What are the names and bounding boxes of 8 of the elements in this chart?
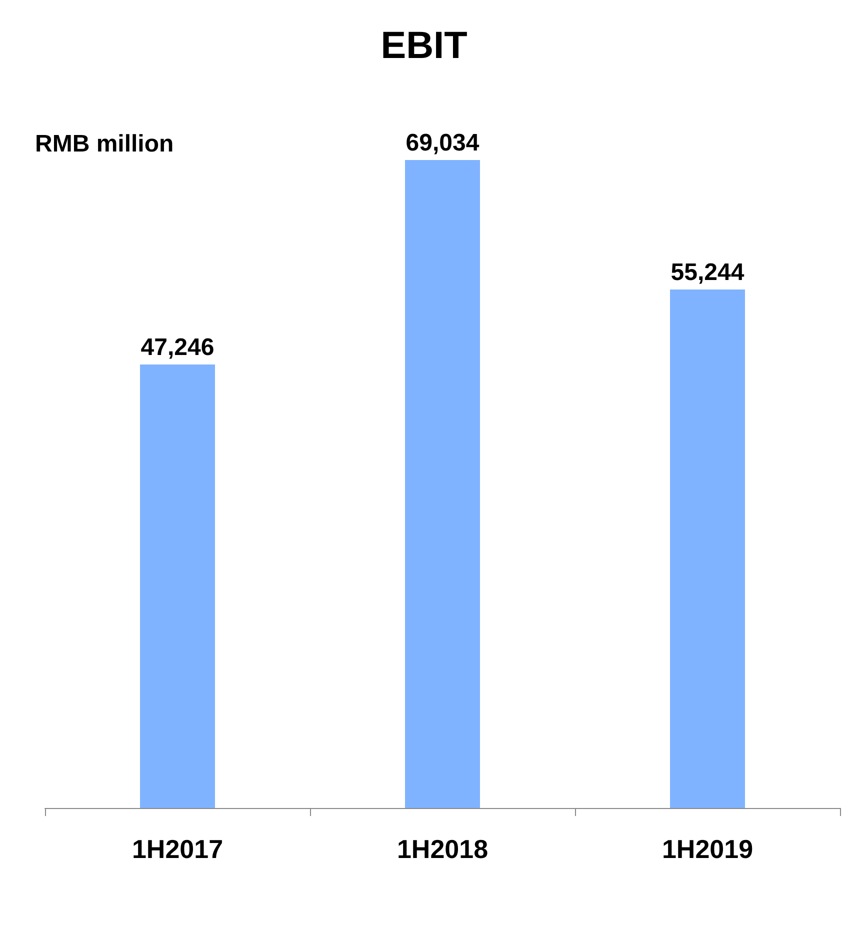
- data-label: 47,246: [140, 334, 214, 362]
- x-tick-label: 1H2017: [132, 834, 224, 864]
- data-label: 69,034: [406, 130, 480, 156]
- x-tick-label: 1H2019: [662, 834, 754, 864]
- y-axis-title: RMB million: [35, 130, 174, 158]
- x-tick-label: 1H2018: [396, 834, 488, 864]
- chart-title: EBIT: [380, 25, 468, 67]
- data-label: 55,244: [670, 258, 745, 286]
